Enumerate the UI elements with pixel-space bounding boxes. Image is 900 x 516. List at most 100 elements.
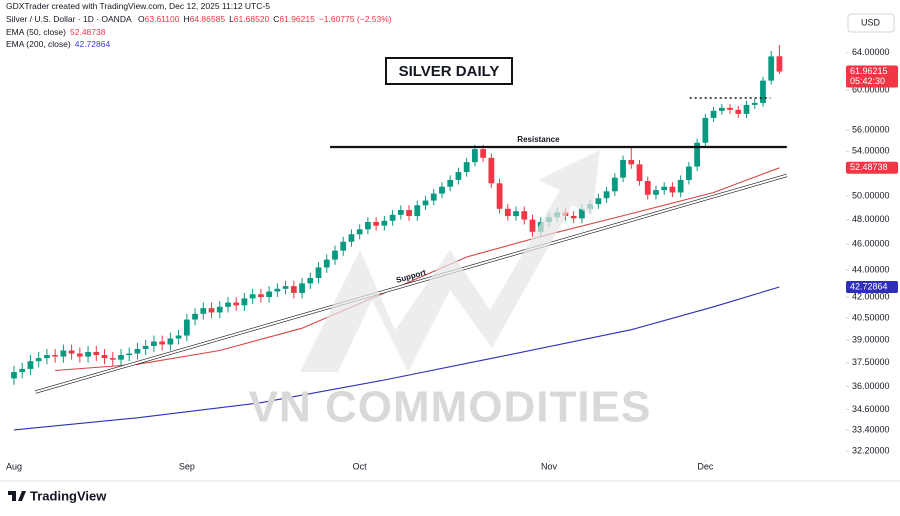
candle-body — [167, 338, 174, 345]
candle-body — [397, 210, 404, 215]
y-tick-label: 33.40000 — [852, 424, 890, 434]
candle-body — [274, 288, 281, 292]
candle-body — [11, 372, 17, 379]
candle-body — [60, 350, 67, 357]
candle-body — [751, 102, 758, 105]
candle-body — [93, 352, 100, 356]
candle-body — [365, 222, 371, 230]
candle-body — [439, 186, 445, 194]
candle-body — [348, 234, 355, 242]
y-tick-label: 44.00000 — [852, 264, 890, 274]
legend-row: EMA (50, close) 52.48738 — [6, 27, 109, 37]
price-tag-label: 52.48738 — [850, 162, 888, 172]
candle-body — [109, 358, 116, 360]
candle-body — [718, 107, 725, 111]
candle-body — [727, 107, 733, 110]
candle-body — [101, 355, 108, 359]
candle-body — [241, 298, 248, 306]
candle-body — [653, 190, 659, 195]
ohlc-key: L — [229, 14, 234, 24]
candle-body — [677, 179, 684, 193]
candle-body — [142, 345, 149, 349]
candle-body — [282, 286, 289, 289]
candle-body — [529, 219, 536, 232]
watermark-logo — [300, 150, 600, 372]
candle-body — [570, 215, 577, 219]
candle-body — [340, 241, 347, 251]
candle-body — [422, 200, 429, 206]
change: −1.60775 (−2.53%) — [318, 14, 392, 24]
candle-body — [381, 220, 388, 226]
candle-body — [694, 142, 700, 167]
annotation-label: Resistance — [517, 135, 560, 144]
legend-label: EMA (50, close) — [6, 27, 66, 37]
candle-body — [159, 341, 166, 345]
ohlc-key: H — [183, 14, 190, 24]
ohlc-value: 63.61100 — [144, 14, 180, 24]
y-tick-label: 36.00000 — [852, 381, 890, 391]
y-tick-label: 60.00000 — [852, 85, 890, 95]
ohlc-key: C — [273, 14, 280, 24]
y-tick-label: 34.60000 — [852, 404, 890, 414]
candle-body — [27, 361, 34, 369]
candle-body — [233, 302, 240, 306]
y-tick-label: 39.00000 — [852, 334, 890, 344]
candle-body — [710, 110, 717, 118]
candle-body — [258, 294, 264, 298]
candle-body — [521, 211, 528, 220]
currency[interactable]: USD — [861, 17, 881, 27]
candle-body — [192, 313, 198, 320]
candle-body — [373, 222, 380, 226]
price-tag — [846, 65, 898, 88]
y-tick-label: 48.00000 — [852, 214, 890, 224]
candle-body — [669, 186, 676, 193]
price-tag — [846, 161, 898, 174]
candle-body — [579, 208, 585, 219]
x-tick-label: Sep — [179, 461, 195, 471]
candle-body — [611, 177, 618, 192]
ohlc-value: 64.86585 — [189, 14, 226, 24]
candle-body — [472, 149, 478, 163]
candle-body — [480, 149, 487, 158]
candle-body — [735, 109, 742, 114]
candle-body — [315, 267, 322, 279]
legend-value: 52.48738 — [70, 27, 106, 37]
y-tick-label: 32.20000 — [852, 445, 890, 455]
candle-body — [620, 159, 626, 178]
y-tick-label: 50.00000 — [852, 190, 890, 200]
price-tag — [846, 281, 898, 294]
candle-body — [595, 198, 602, 205]
candle-body — [488, 157, 495, 184]
ohlc-key: O — [138, 14, 145, 24]
watermark-text: VN COMMODITIES — [249, 383, 652, 432]
ohlc-value: 61.96215 — [279, 14, 315, 24]
candle-body — [686, 166, 692, 180]
y-tick-label: 37.50000 — [852, 357, 890, 367]
candle-body — [702, 117, 709, 143]
candle-body — [183, 319, 190, 336]
currency-button[interactable] — [847, 13, 895, 33]
candle-body — [266, 291, 273, 298]
brand: TradingView — [30, 488, 107, 503]
candle-body — [44, 355, 50, 359]
legend-value: 42.72864 — [74, 39, 111, 49]
brand-logo — [8, 491, 26, 501]
candle-body — [175, 335, 182, 339]
candle-body — [636, 164, 643, 182]
candle-body — [126, 353, 133, 356]
candle-body — [430, 193, 437, 201]
candle-body — [134, 348, 141, 354]
candle-body — [406, 210, 412, 216]
candle-body — [249, 294, 256, 299]
candle-body — [118, 355, 124, 360]
candle-body — [743, 104, 750, 114]
x-tick-label: Dec — [697, 461, 714, 471]
price-tag-label: 61.96215 — [850, 66, 888, 76]
candle-body — [356, 229, 363, 235]
candle-body — [389, 214, 396, 221]
y-tick-label: 46.00000 — [852, 239, 890, 249]
candle-body — [290, 286, 297, 293]
candle-body — [19, 368, 26, 373]
price-tag-label: 42.72864 — [850, 281, 888, 291]
